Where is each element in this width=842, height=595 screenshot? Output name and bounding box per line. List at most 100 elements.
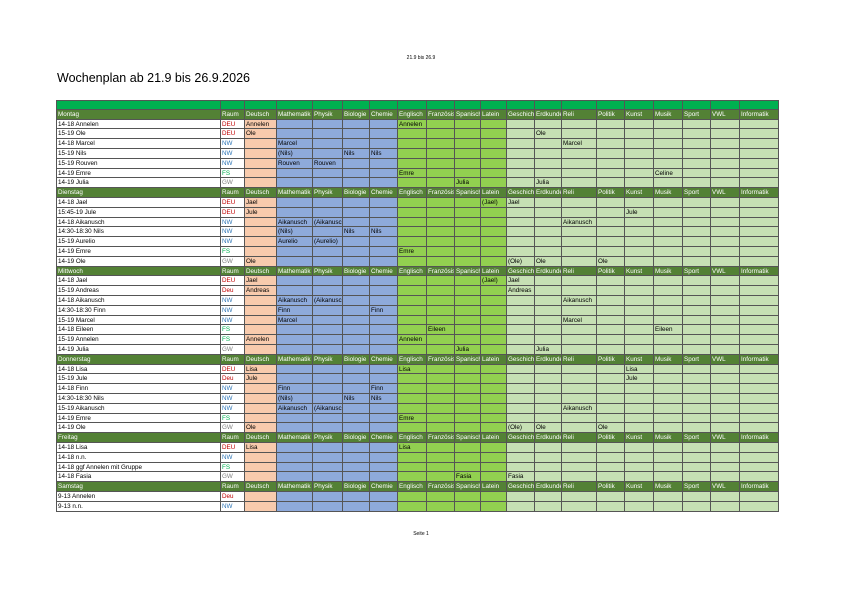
subject-cell — [370, 443, 398, 453]
subject-cell — [562, 325, 597, 336]
column-header: Latein — [481, 266, 507, 277]
column-header: Politik — [597, 266, 625, 277]
subject-cell — [277, 198, 313, 208]
subject-cell: Rouven — [313, 158, 343, 169]
subject-cell — [455, 129, 481, 140]
subject-cell: Aikanusch — [277, 296, 313, 306]
subject-cell — [507, 129, 535, 140]
column-header: Physik — [313, 109, 343, 120]
column-header: Chemie — [370, 109, 398, 120]
page-title: Wochenplan ab 21.9 bis 26.9.2026 — [57, 71, 250, 85]
top-bar — [398, 100, 427, 110]
subject-cell: Jule — [625, 207, 654, 218]
column-header: Latein — [481, 482, 507, 492]
subject-cell — [277, 325, 313, 336]
column-header: Kunst — [625, 109, 654, 120]
subject-cell — [507, 452, 535, 463]
subject-cell — [654, 237, 683, 247]
subject-cell — [535, 394, 562, 404]
subject-cell — [535, 168, 562, 179]
subject-cell — [455, 168, 481, 179]
subject-cell — [597, 207, 625, 218]
subject-cell — [370, 335, 398, 345]
column-header: Musik — [654, 188, 683, 198]
room: FS — [221, 413, 245, 424]
subject-cell — [343, 119, 370, 130]
subject-cell — [427, 345, 455, 355]
subject-cell — [562, 178, 597, 189]
subject-cell — [481, 217, 507, 228]
subject-cell — [654, 119, 683, 130]
slot-name: 15-19 Aikanusch — [56, 403, 221, 414]
subject-cell — [427, 384, 455, 394]
subject-cell — [683, 296, 711, 306]
subject-cell — [245, 227, 277, 238]
column-header: Erdkunde — [535, 266, 562, 277]
column-header: Spanisch — [455, 482, 481, 492]
subject-cell — [427, 276, 455, 287]
column-header: Musik — [654, 354, 683, 365]
column-header: Mathematik — [277, 433, 313, 443]
subject-cell — [535, 305, 562, 316]
subject-cell — [370, 198, 398, 208]
room: NW — [221, 403, 245, 414]
subject-cell — [507, 178, 535, 189]
subject-cell: Eileen — [654, 325, 683, 336]
column-header: Spanisch — [455, 109, 481, 120]
subject-cell — [245, 325, 277, 336]
subject-cell: (Ole) — [507, 256, 535, 267]
subject-cell: Jule — [245, 374, 277, 385]
subject-cell — [683, 413, 711, 424]
subject-cell — [711, 227, 740, 238]
subject-cell — [398, 296, 427, 306]
subject-cell — [683, 286, 711, 296]
column-header: Geschichte — [507, 266, 535, 277]
column-header: Politik — [597, 482, 625, 492]
column-header: Spanisch — [455, 188, 481, 198]
subject-cell — [625, 296, 654, 306]
subject-cell — [313, 325, 343, 336]
subject-cell — [683, 462, 711, 473]
subject-cell — [398, 237, 427, 247]
subject-cell — [740, 256, 779, 267]
subject-cell — [625, 217, 654, 228]
subject-cell — [711, 286, 740, 296]
subject-cell — [711, 158, 740, 169]
subject-cell: Rouven — [277, 158, 313, 169]
subject-cell — [398, 492, 427, 502]
subject-cell — [597, 443, 625, 453]
subject-cell — [711, 443, 740, 453]
top-bar — [245, 100, 277, 110]
subject-cell — [711, 256, 740, 267]
column-header: Deutsch — [245, 482, 277, 492]
subject-cell — [740, 119, 779, 130]
subject-cell — [343, 335, 370, 345]
subject-cell — [711, 207, 740, 218]
subject-cell — [535, 374, 562, 385]
subject-cell — [427, 501, 455, 512]
subject-cell: Julia — [535, 345, 562, 355]
subject-cell — [313, 149, 343, 159]
column-header: Reli — [562, 109, 597, 120]
subject-cell: Marcel — [277, 315, 313, 326]
subject-cell — [597, 325, 625, 336]
room: Deu — [221, 286, 245, 296]
subject-cell — [455, 384, 481, 394]
subject-cell — [398, 374, 427, 385]
room: FS — [221, 335, 245, 345]
subject-cell — [535, 139, 562, 149]
subject-cell: Lisa — [245, 364, 277, 375]
subject-cell — [370, 296, 398, 306]
column-header: Deutsch — [245, 433, 277, 443]
column-header: Mathematik — [277, 482, 313, 492]
subject-cell: (Jael) — [481, 276, 507, 287]
subject-cell — [427, 296, 455, 306]
subject-cell — [683, 403, 711, 414]
subject-cell — [398, 394, 427, 404]
subject-cell — [597, 129, 625, 140]
subject-cell — [277, 178, 313, 189]
page-note: 21.9 bis 26.9 — [406, 55, 436, 61]
column-header: Musik — [654, 109, 683, 120]
subject-cell — [562, 198, 597, 208]
subject-cell — [245, 345, 277, 355]
